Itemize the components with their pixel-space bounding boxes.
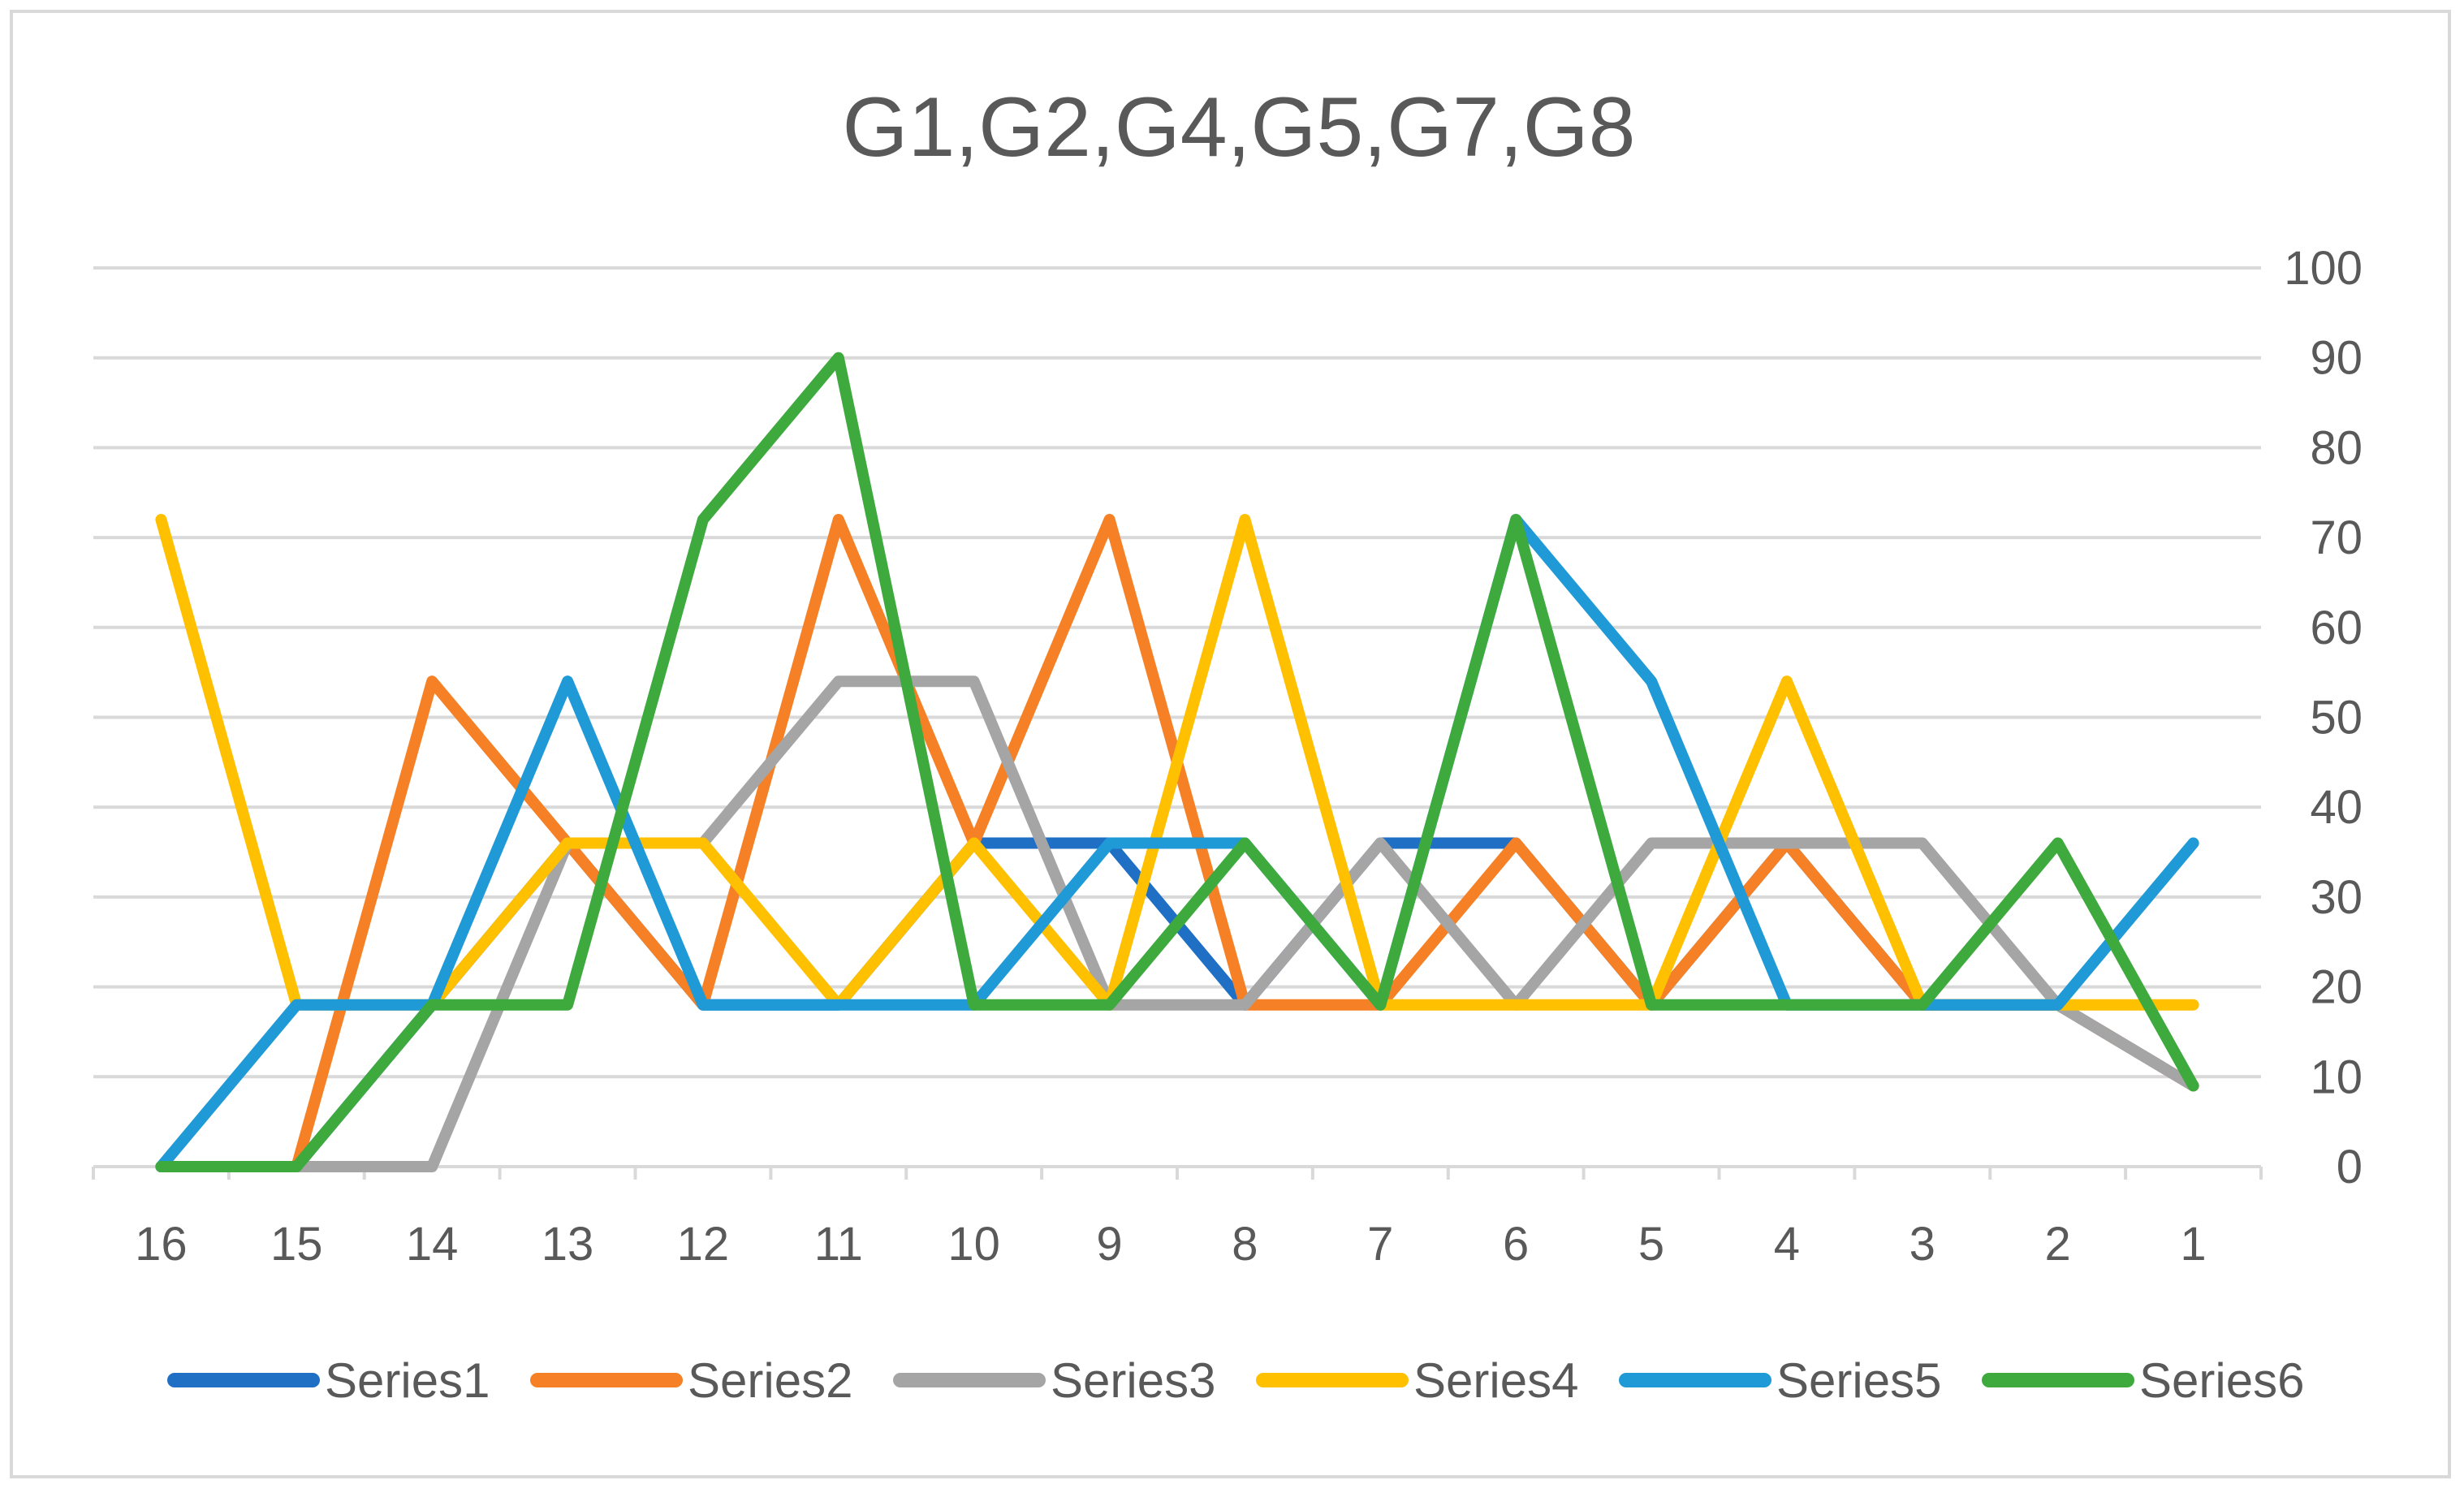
- x-tick-label: 10: [947, 1218, 1000, 1271]
- x-tick-label: 1: [2180, 1218, 2206, 1271]
- x-axis-ticks: 16 15 14 13 12 11 10 9 8 7 6 5 4 3 2 1: [135, 1218, 2207, 1271]
- y-tick-label: 20: [2310, 961, 2363, 1014]
- legend-label: Series5: [1776, 1353, 1941, 1408]
- y-tick-label: 50: [2310, 692, 2363, 744]
- x-tick-label: 15: [270, 1218, 323, 1271]
- x-tick-label: 13: [542, 1218, 594, 1271]
- series-line-6: [155, 352, 2199, 1172]
- y-tick-label: 80: [2310, 421, 2363, 474]
- x-tick-label: 11: [814, 1218, 863, 1271]
- y-tick-label: 10: [2310, 1051, 2363, 1103]
- x-tick-label: 12: [677, 1218, 730, 1271]
- x-tick-label: 16: [135, 1218, 188, 1271]
- x-tick-label: 2: [2045, 1218, 2071, 1271]
- x-tick-label: 5: [1638, 1218, 1664, 1271]
- y-tick-label: 0: [2337, 1141, 2363, 1193]
- legend-label: Series6: [2139, 1353, 2304, 1408]
- y-tick-label: 60: [2310, 602, 2363, 654]
- x-tick-label: 7: [1367, 1218, 1393, 1271]
- legend: Series1 Series2 Series3 Series4 Series5 Serie…: [167, 1353, 2304, 1408]
- x-tick-label: 9: [1096, 1218, 1122, 1271]
- y-tick-label: 90: [2310, 332, 2363, 385]
- y-tick-label: 30: [2310, 871, 2363, 924]
- x-tick-label: 14: [406, 1218, 459, 1271]
- x-tick-label: 4: [1774, 1218, 1800, 1271]
- y-axis-ticks: 0 10 20 30 40 50 60 70 80 90 100: [2284, 242, 2363, 1193]
- x-tick-label: 3: [1909, 1218, 1935, 1271]
- gridlines: [93, 266, 2261, 1079]
- legend-label: Series2: [688, 1353, 852, 1408]
- y-tick-label: 40: [2310, 781, 2363, 834]
- legend-label: Series4: [1413, 1353, 1578, 1408]
- y-tick-label: 100: [2284, 242, 2363, 295]
- x-tick-label: 8: [1232, 1218, 1258, 1271]
- series-lines: [155, 352, 2199, 1172]
- series-line-4: [155, 514, 2199, 1011]
- chart-title: G1,G2,G4,G5,G7,G8: [843, 80, 1636, 175]
- x-tick-label: 6: [1503, 1218, 1529, 1271]
- legend-label: Series1: [325, 1353, 490, 1408]
- legend-label: Series3: [1051, 1353, 1215, 1408]
- y-tick-label: 70: [2310, 511, 2363, 564]
